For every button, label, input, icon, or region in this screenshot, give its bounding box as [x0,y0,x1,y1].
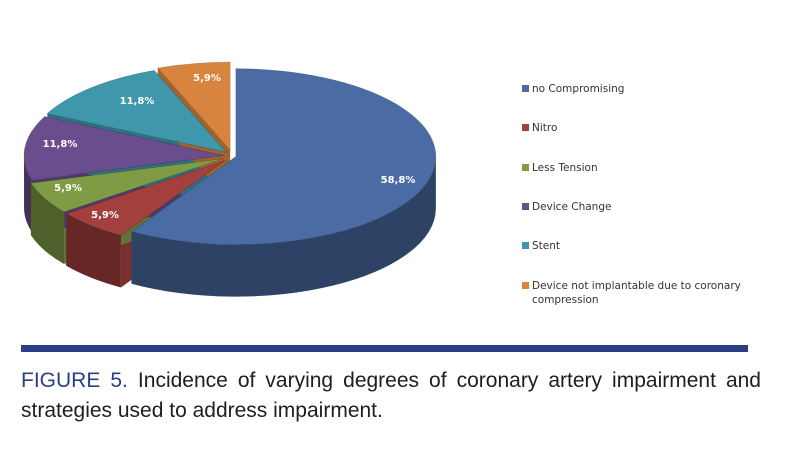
legend-label: Stent [532,240,561,252]
slice-value-label: 11,8% [43,139,78,150]
slice-value-label: 5,9% [193,73,221,84]
legend-item-device-change: Device Change [522,200,757,214]
pie-slice-no-compromising [130,68,437,245]
legend-swatch-icon [522,203,529,210]
pie-slice-device-not-implantable-due-to-coronary-compression [157,61,231,151]
legend-swatch-icon [522,242,529,249]
legend-item-nitro: Nitro [522,121,757,135]
slice-value-label: 58,8% [381,175,416,186]
pie-chart: 58,8% 5,9% 5,9% 11,8% 11,8% 5,9% [23,61,437,297]
pie-slice-stent [46,70,228,153]
legend-item-no-compromising: no Compromising [522,82,757,96]
slice-value-label: 11,8% [120,96,155,107]
pie-slice-side [131,156,436,297]
pie-slice-less-tension [30,158,224,213]
legend-label: Less Tension [532,162,598,174]
slice-value-label: 5,9% [54,183,82,194]
legend-label: Device Change [532,201,612,213]
slice-value-label: 5,9% [91,210,119,221]
caption-text: Incidence of varying degrees of coronary… [21,369,761,422]
legend-label: no Compromising [532,83,625,95]
figure-label: FIGURE 5. [21,369,128,392]
pie-slice-side [66,213,121,288]
figure-caption: FIGURE 5. Incidence of varying degrees o… [21,366,761,426]
caption-divider [21,345,748,352]
legend-label: Device not implantable due to coronary c… [532,280,741,306]
legend-swatch-icon [522,164,529,171]
pie-slice-side [30,183,64,265]
pie-slice-side [24,155,32,232]
pie-slice-nitro [65,160,226,236]
pie-slice-device-change [23,116,225,181]
legend-swatch-icon [522,282,529,289]
legend-item-device-not-implantable: Device not implantable due to coronary c… [522,279,757,307]
legend-swatch-icon [522,124,529,131]
legend-item-stent: Stent [522,239,757,253]
legend-swatch-icon [522,85,529,92]
legend-item-less-tension: Less Tension [522,161,757,175]
legend-label: Nitro [532,122,558,134]
